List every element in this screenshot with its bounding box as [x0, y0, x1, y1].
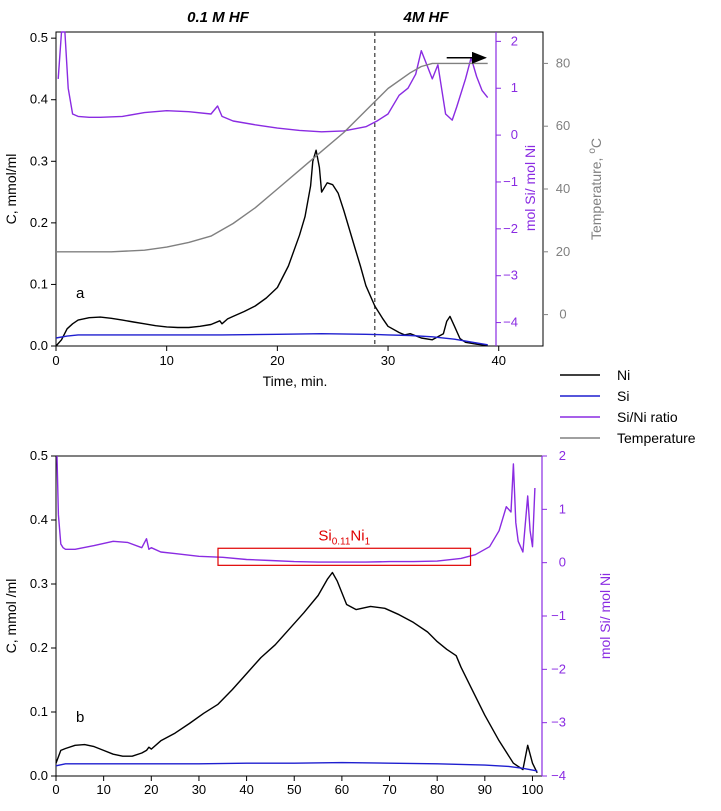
series-si-line	[55, 761, 538, 772]
composition-si: Si	[318, 527, 331, 544]
series-si-ni-ratio-line	[57, 31, 489, 133]
composition-label: Si0.11Ni1	[318, 527, 370, 547]
composition-box	[217, 547, 472, 566]
x-tick-label: 20	[144, 782, 158, 797]
legend-item-ratio: Si/Ni ratio	[560, 409, 678, 425]
ratio-tick-label: −4	[503, 315, 518, 330]
series-temperature-line	[56, 62, 488, 253]
y-tick-label: 0.4	[30, 512, 48, 527]
x-tick-label: 40	[491, 353, 505, 368]
temperature-tick-label: 0	[559, 307, 566, 322]
panel-a-label: a	[76, 285, 85, 302]
ratio-ticks: −4 −3 −2 −1 0 1 2	[542, 448, 566, 783]
series-si-ni-ratio-line	[56, 455, 536, 563]
y-tick-label: 0.2	[30, 640, 48, 655]
x-tick-label: 0	[52, 782, 59, 797]
legend-label-ni: Ni	[617, 367, 630, 383]
y-tick-label: 0.1	[30, 704, 48, 719]
x-tick-label: 10	[159, 353, 173, 368]
series-si-line	[55, 333, 488, 346]
ratio-tick-label: −1	[551, 608, 566, 623]
legend-item-temperature: Temperature	[560, 430, 696, 446]
y-tick-label: 0.0	[30, 338, 48, 353]
composition-si-subscript: 0.11	[332, 536, 351, 547]
composition-ni-subscript: 1	[365, 536, 371, 547]
x-ticks: 0 10 20 30 40 50 60 70 80 90 100	[52, 776, 543, 797]
y-tick-label: 0.3	[30, 576, 48, 591]
temperature-ticks: 0 20 40 60 80	[543, 55, 570, 322]
temperature-axis-label: Temperature, oC	[587, 138, 604, 240]
x-tick-label: 0	[52, 353, 59, 368]
x-tick-label: 60	[335, 782, 349, 797]
region-label-low-hf: 0.1 M HF	[187, 9, 250, 26]
y-tick-label: 0.2	[30, 215, 48, 230]
x-tick-label: 30	[192, 782, 206, 797]
panel-b-series	[55, 455, 538, 774]
panel-b-ratio-axis-label: mol Si/ mol Ni	[597, 573, 613, 659]
ratio-tick-label: −4	[551, 768, 566, 783]
ratio-tick-label: 1	[511, 80, 518, 95]
ratio-ticks: −4 −3 −2 −1 0 1 2	[496, 33, 518, 330]
y-tick-label: 0.0	[30, 768, 48, 783]
y-axis-label: C, mmol/ml	[3, 154, 19, 225]
x-tick-label: 40	[239, 782, 253, 797]
x-tick-label: 20	[270, 353, 284, 368]
x-tick-label: 50	[287, 782, 301, 797]
ratio-tick-label: −1	[503, 174, 518, 189]
y-tick-label: 0.5	[30, 448, 48, 463]
temperature-tick-label: 80	[556, 55, 570, 70]
temperature-label-degree: o	[587, 148, 598, 154]
x-axis-label: Time, min.	[263, 373, 328, 389]
legend-label-ratio: Si/Ni ratio	[617, 409, 678, 425]
y-tick-label: 0.4	[30, 92, 48, 107]
ratio-tick-label: 0	[511, 127, 518, 142]
legend-label-temperature: Temperature	[617, 430, 696, 446]
x-tick-label: 90	[478, 782, 492, 797]
series-ni-line	[55, 149, 488, 347]
y-ticks: 0.0 0.1 0.2 0.3 0.4 0.5	[30, 448, 56, 783]
panel-b-label: b	[76, 709, 84, 726]
panel-a: 0 10 20 30 40 0.00.10.20.30.40.5 −4−3−2−1012…	[3, 9, 604, 389]
y-tick-label: 0.5	[30, 30, 48, 45]
legend-label-si: Si	[617, 388, 629, 404]
x-tick-label: 10	[96, 782, 110, 797]
ratio-tick-label: −3	[503, 268, 518, 283]
x-tick-label: 70	[382, 782, 396, 797]
temperature-tick-label: 40	[556, 181, 570, 196]
legend-item-ni: Ni	[560, 367, 630, 383]
composition-ni: Ni	[350, 527, 364, 544]
ratio-tick-label: 2	[559, 448, 566, 463]
ratio-axis-label: mol Si/ mol Ni	[522, 145, 538, 231]
ratio-tick-label: 1	[559, 501, 566, 516]
ratio-tick-label: 0	[559, 555, 566, 570]
x-ticks: 0 10 20 30 40	[52, 346, 506, 368]
region-label-high-hf: 4M HF	[403, 9, 450, 26]
series-ni-line	[55, 571, 538, 774]
y-tick-label: 0.1	[30, 276, 48, 291]
temperature-tick-label: 60	[556, 118, 570, 133]
temperature-tick-label: 20	[556, 244, 570, 259]
legend-item-si: Si	[560, 388, 629, 404]
x-tick-label: 30	[381, 353, 395, 368]
panel-b-y-axis-label: C, mmol /ml	[3, 579, 19, 654]
ratio-tick-label: 2	[511, 33, 518, 48]
ratio-tick-label: −2	[551, 661, 566, 676]
x-tick-label: 100	[522, 782, 544, 797]
panel-a-frame	[55, 31, 544, 347]
temperature-label-unit: C	[588, 138, 604, 148]
ratio-tick-label: −3	[551, 715, 566, 730]
panel-b-frame	[55, 455, 543, 777]
panel-b: 0 10 20 30 40 50 60 70 80 90 100 0.00.10.20.30.40.…	[3, 448, 613, 797]
panel-a-series	[55, 31, 489, 347]
y-tick-label: 0.3	[30, 153, 48, 168]
y-ticks: 0.0 0.1 0.2 0.3 0.4 0.5	[30, 30, 56, 353]
legend: Ni Si Si/Ni ratio Temperature	[560, 367, 696, 446]
x-tick-label: 80	[430, 782, 444, 797]
ratio-tick-label: −2	[503, 221, 518, 236]
temperature-label-main: Temperature,	[588, 154, 604, 240]
